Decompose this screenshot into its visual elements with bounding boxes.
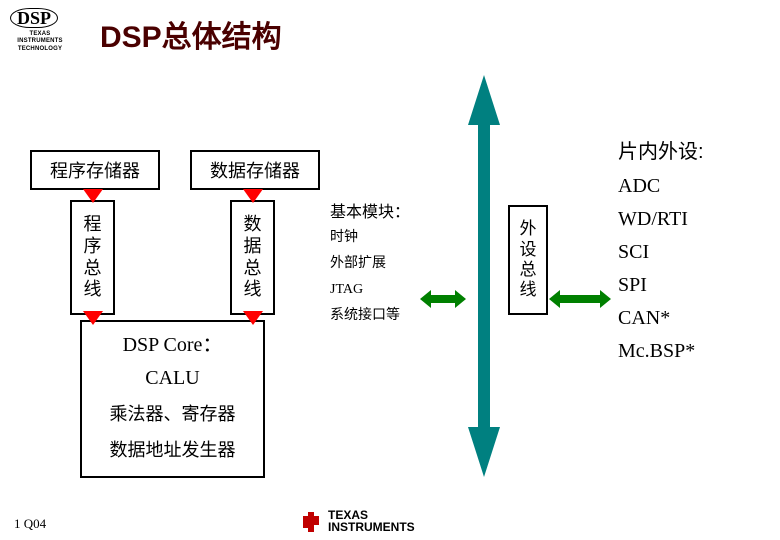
program-memory-box: 程序存储器 xyxy=(30,150,160,190)
program-memory-label: 程序存储器 xyxy=(50,157,140,183)
modules-item-0: 时钟 xyxy=(330,231,410,245)
page-title: DSP总体结构 xyxy=(100,12,282,56)
data-memory-label: 数据存储器 xyxy=(210,157,300,183)
modules-section: 基本模块： 时钟 外部扩展 JTAG 系统接口等 xyxy=(330,205,410,335)
data-memory-box: 数据存储器 xyxy=(190,150,320,190)
green-arrow-right-icon xyxy=(549,290,611,308)
logo: DSP TEXAS INSTRUMENTS TECHNOLOGY xyxy=(10,8,70,53)
dsp-core-mul-reg: 乘法器、寄存器 xyxy=(110,400,236,426)
data-bus-ch-1: 据 xyxy=(244,236,262,258)
data-bus-ch-2: 总 xyxy=(244,258,262,280)
modules-item-2: JTAG xyxy=(330,283,410,297)
peripherals-item-5: Mc.BSP* xyxy=(618,335,695,368)
peripherals-item-0: ADC xyxy=(618,170,695,203)
peripherals-list: ADC WD/RTI SCI SPI CAN* Mc.BSP* xyxy=(618,170,695,368)
peripheral-bus-ch-1: 设 xyxy=(520,240,537,260)
dsp-core-box: DSP Core： CALU 乘法器、寄存器 数据地址发生器 xyxy=(80,320,265,478)
green-arrow-left-icon xyxy=(420,290,466,308)
program-bus-ch-2: 总 xyxy=(84,258,102,280)
peripherals-title: 片内外设: xyxy=(618,135,704,164)
red-arrow-prog-bottom-icon xyxy=(83,311,103,325)
program-bus-box: 程 序 总 线 xyxy=(70,200,115,315)
dsp-core-title: DSP Core： xyxy=(123,328,223,357)
program-bus-ch-0: 程 xyxy=(84,214,102,236)
red-arrow-prog-top-icon xyxy=(83,189,103,203)
modules-title: 基本模块： xyxy=(330,205,410,221)
peripherals-item-1: WD/RTI xyxy=(618,203,695,236)
red-arrow-data-bottom-icon xyxy=(243,311,263,325)
ti-logo-line2: INSTRUMENTS xyxy=(328,521,415,534)
peripheral-bus-ch-0: 外 xyxy=(520,219,537,239)
ti-logo: TEXAS INSTRUMENTS xyxy=(300,509,415,534)
program-bus-ch-1: 序 xyxy=(84,236,102,258)
logo-text: DSP xyxy=(10,8,58,28)
dsp-core-calu: CALU xyxy=(145,367,199,390)
modules-item-3: 系统接口等 xyxy=(330,309,410,323)
logo-sub2: TECHNOLOGY xyxy=(10,46,70,53)
peripheral-bus-ch-3: 线 xyxy=(520,280,537,300)
modules-item-1: 外部扩展 xyxy=(330,257,410,271)
data-bus-ch-0: 数 xyxy=(244,214,262,236)
big-vertical-arrow-icon xyxy=(468,75,500,477)
footer-text: 1 Q04 xyxy=(14,516,46,532)
peripherals-item-3: SPI xyxy=(618,269,695,302)
peripherals-item-2: SCI xyxy=(618,236,695,269)
data-bus-box: 数 据 总 线 xyxy=(230,200,275,315)
peripheral-bus-ch-2: 总 xyxy=(520,260,537,280)
peripheral-bus-box: 外 设 总 线 xyxy=(508,205,548,315)
logo-sub1: TEXAS INSTRUMENTS xyxy=(10,31,70,44)
ti-chip-icon xyxy=(300,510,322,532)
program-bus-ch-3: 线 xyxy=(84,279,102,301)
data-bus-ch-3: 线 xyxy=(244,279,262,301)
red-arrow-data-top-icon xyxy=(243,189,263,203)
peripherals-item-4: CAN* xyxy=(618,302,695,335)
dsp-core-addr-gen: 数据地址发生器 xyxy=(110,436,236,462)
